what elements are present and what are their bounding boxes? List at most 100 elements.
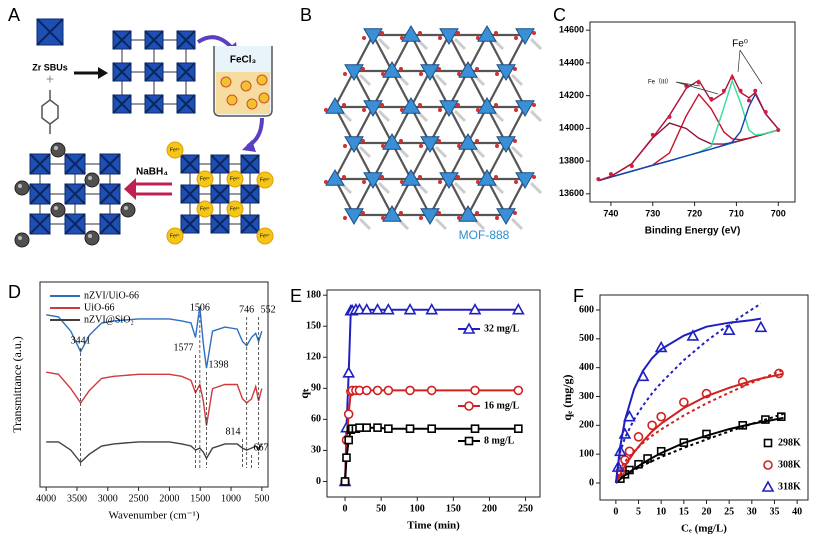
fit-line — [614, 302, 762, 484]
annotation: Fe⁰ — [732, 39, 748, 50]
marker — [371, 303, 384, 315]
oxygen — [513, 211, 517, 215]
fe-ion — [166, 141, 184, 159]
x-tick-label: 4000 — [36, 493, 56, 504]
marker — [340, 477, 350, 486]
oxygen — [361, 211, 365, 215]
marker — [360, 303, 374, 315]
ghost-linker — [453, 37, 467, 51]
lattice-bond — [372, 178, 393, 216]
marker — [656, 446, 666, 456]
oxygen — [418, 31, 422, 35]
y-tick-label: 60 — [311, 414, 321, 425]
zr-node — [382, 61, 402, 78]
panel-letter: C — [553, 5, 566, 25]
sbu-cross — [240, 214, 260, 234]
oxygen — [380, 31, 384, 35]
x-tick-label: 3000 — [98, 493, 118, 504]
lattice-bond — [372, 106, 393, 144]
lattice-bond — [334, 142, 355, 180]
marker — [611, 460, 625, 472]
marker — [468, 303, 482, 315]
ion-label: Fe³⁺ — [200, 206, 211, 212]
x-tick-label: 2000 — [159, 493, 179, 504]
x-axis-label: Wavenumber (cm⁻¹) — [109, 510, 200, 522]
marker — [342, 366, 356, 378]
oxygen — [514, 36, 518, 40]
series-line — [46, 441, 263, 464]
oxygen — [438, 36, 442, 40]
nzvi — [120, 202, 136, 218]
nzvi-shine — [54, 206, 58, 210]
legend-marker — [763, 460, 773, 470]
marker — [618, 427, 632, 439]
legend-marker — [763, 438, 773, 448]
legend-label: 32 mg/L — [484, 323, 520, 334]
nzvi — [84, 172, 100, 188]
zr-node — [477, 25, 497, 42]
linker-molecule — [41, 90, 59, 134]
oxygen — [437, 211, 441, 215]
marker — [513, 385, 524, 396]
oxygen — [456, 175, 460, 179]
ghost-linker — [529, 109, 543, 123]
x-tick-label: 0 — [613, 506, 618, 517]
oxygen — [342, 175, 346, 179]
oxygen — [457, 72, 461, 76]
y-axis-label: qₑ (mg/g) — [560, 374, 574, 420]
oxygen — [418, 175, 422, 179]
sbu-cross — [144, 30, 164, 50]
ghost-linker — [358, 73, 372, 87]
ion-label: Fe³⁺ — [260, 233, 271, 239]
y-tick-label: 180 — [306, 289, 321, 300]
sbu-cross — [99, 153, 121, 175]
zr-node — [363, 28, 383, 45]
oxygen — [494, 175, 498, 179]
oxygen — [362, 180, 366, 184]
legend-label: nZVI@SiO₂ — [84, 314, 134, 325]
data-point — [746, 98, 751, 103]
zr-node — [344, 64, 364, 81]
y-tick-label: 13600 — [559, 188, 584, 198]
peak-label: 1398 — [209, 359, 229, 370]
annotation-pointer — [675, 81, 719, 95]
nzvi — [50, 142, 66, 158]
peak-label: 814 — [225, 426, 240, 437]
oxygen — [514, 108, 518, 112]
arrow — [196, 35, 234, 50]
oxygen — [495, 216, 499, 220]
ghost-linker — [529, 37, 543, 51]
marker — [647, 420, 657, 431]
fe-ion — [258, 92, 270, 104]
zr-node — [496, 136, 516, 153]
y-tick-label: 30 — [311, 445, 321, 456]
zr-node — [382, 205, 402, 222]
arrow-head — [98, 67, 108, 79]
caption: MOF-888 — [459, 228, 510, 242]
oxygen — [399, 139, 403, 143]
lattice-bond — [448, 178, 469, 216]
plot-frame — [599, 294, 809, 501]
panel-letter: B — [300, 5, 312, 25]
nzvi — [50, 202, 66, 218]
zr-node — [363, 172, 383, 189]
oxygen — [532, 31, 536, 35]
lattice-bond — [448, 34, 469, 72]
fe-ion — [196, 170, 214, 188]
oxygen — [419, 72, 423, 76]
nzvi — [14, 232, 30, 248]
nzvi-shine — [88, 234, 92, 238]
ghost-linker — [453, 181, 467, 195]
zr-node — [458, 133, 478, 150]
x-tick-label: 700 — [771, 208, 786, 218]
y-tick-label: 200 — [579, 420, 594, 431]
reductant: NaBH₄ — [136, 167, 168, 178]
peak-label: 552 — [261, 304, 276, 315]
marker — [614, 444, 627, 457]
y-tick-label: 500 — [579, 333, 594, 344]
sbu-cross — [144, 94, 164, 114]
x-tick-label: 1500 — [190, 493, 210, 504]
sbu-cross — [180, 184, 200, 204]
x-tick-label: 500 — [254, 493, 269, 504]
x-tick-label: 15 — [679, 506, 689, 517]
